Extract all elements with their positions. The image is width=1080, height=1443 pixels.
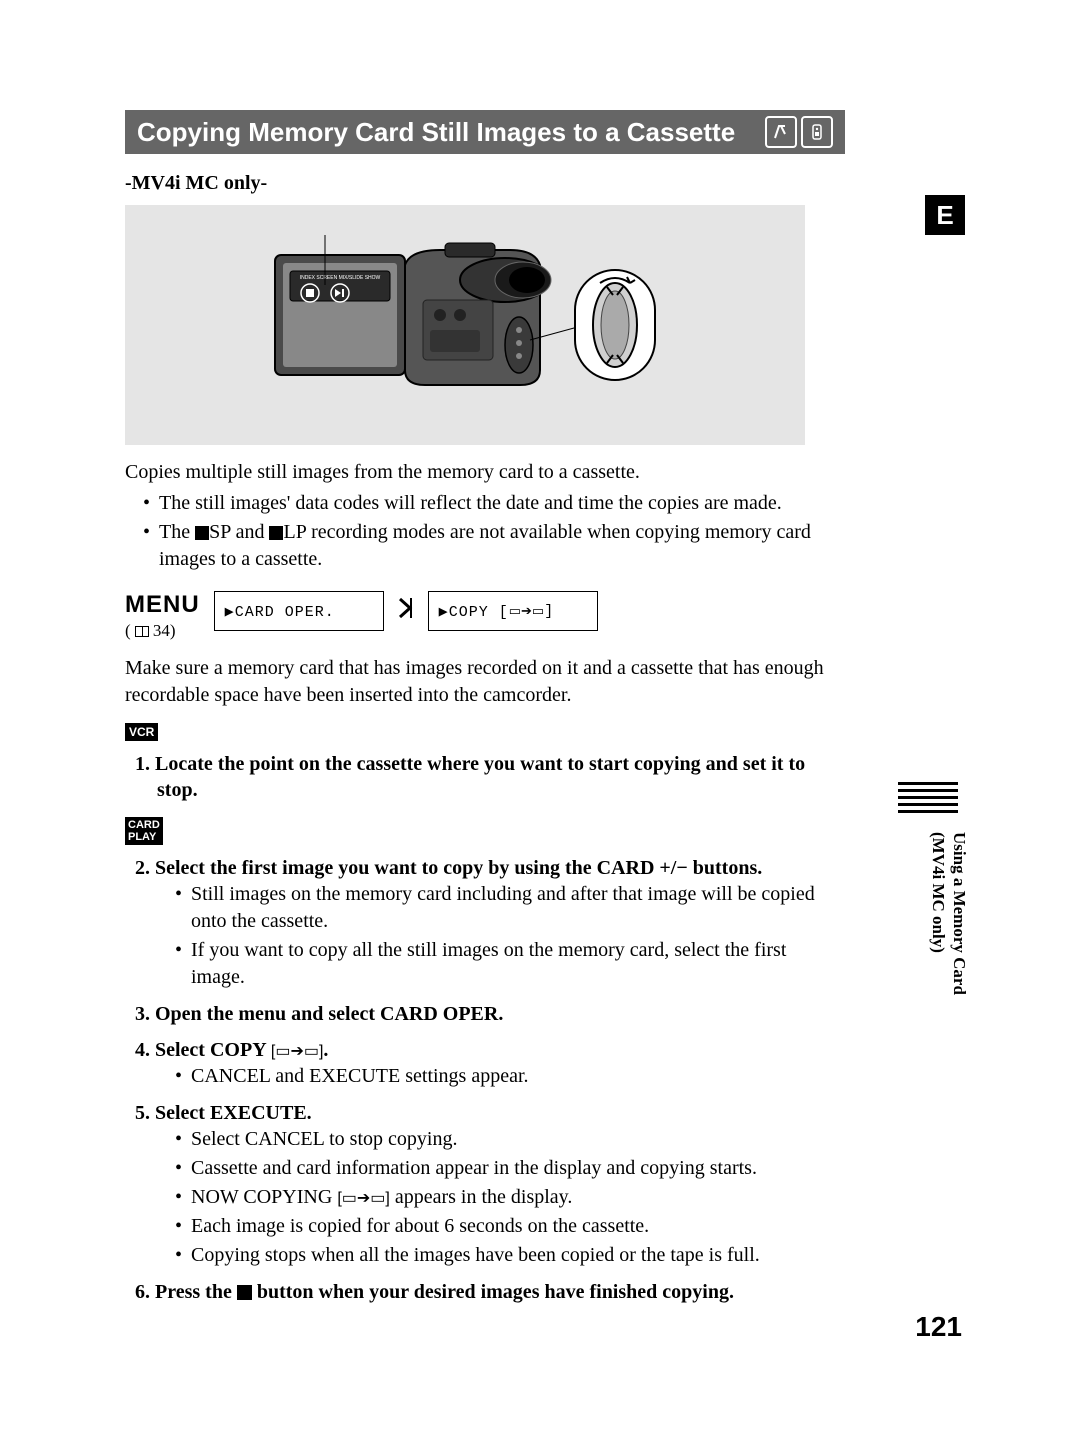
menu-box-2: ▶COPY [▭➔▭] — [428, 591, 598, 631]
step-6: 6. Press the button when your desired im… — [125, 1279, 845, 1305]
step-sub-item: Select CANCEL to stop copying. — [175, 1126, 845, 1153]
intro-bullet: The still images' data codes will reflec… — [143, 490, 845, 517]
title-bar: Copying Memory Card Still Images to a Ca… — [125, 110, 845, 154]
copy-icon-inline: [▭➔▭] — [337, 1190, 390, 1207]
menu-row: MENU ( 34) ▶CARD OPER. ▶COPY [▭➔▭] — [125, 591, 845, 641]
remote-icon — [801, 116, 833, 148]
side-text-l2: (MV4i MC only) — [929, 832, 948, 953]
step-sub-item: CANCEL and EXECUTE settings appear. — [175, 1063, 845, 1090]
intro-bullet: The SP and LP recording modes are not av… — [143, 519, 845, 573]
menu-ref: ( 34) — [125, 621, 200, 641]
intro-bullets: The still images' data codes will reflec… — [143, 490, 845, 573]
step-sub-item: Still images on the memory card includin… — [175, 881, 845, 935]
menu-label: MENU — [125, 591, 200, 619]
stop-button-icon — [237, 1285, 252, 1300]
step-1: 1. Locate the point on the cassette wher… — [125, 751, 845, 803]
menu-label-block: MENU ( 34) — [125, 591, 200, 641]
menu-box2-suffix: ] — [544, 603, 554, 620]
menu-box2-prefix: ▶COPY [ — [439, 602, 509, 621]
book-icon — [135, 626, 149, 637]
note-text: Make sure a memory card that has images … — [125, 655, 845, 709]
step-5-sub: Select CANCEL to stop copying. Cassette … — [175, 1126, 845, 1269]
svg-text:INDEX SCREEN MIX/SLIDE SHOW: INDEX SCREEN MIX/SLIDE SHOW — [300, 275, 381, 281]
menu-box-1: ▶CARD OPER. — [214, 591, 384, 631]
page-title: Copying Memory Card Still Images to a Ca… — [137, 117, 735, 148]
camcorder-figure: INDEX SCREEN MIX/SLIDE SHOW — [125, 205, 805, 445]
step-2: 2. Select the first image you want to co… — [125, 855, 845, 881]
step-sub-item: Cassette and card information appear in … — [175, 1155, 845, 1182]
card-play-badge: CARDPLAY — [125, 817, 163, 845]
card-icon — [195, 526, 209, 540]
subtitle: -MV4i MC only- — [125, 172, 845, 195]
page-number: 121 — [915, 1311, 962, 1343]
intro-text: Copies multiple still images from the me… — [125, 459, 845, 486]
step-sub-item: Copying stops when all the images have b… — [175, 1242, 845, 1269]
hand-icon — [765, 116, 797, 148]
copy-icon-inline: [▭➔▭] — [271, 1043, 324, 1060]
title-icons — [765, 116, 833, 148]
step-sub-item: If you want to copy all the still images… — [175, 937, 845, 991]
step-2-sub: Still images on the memory card includin… — [175, 881, 845, 991]
card-icon — [269, 526, 283, 540]
step-4: 4. Select COPY [▭➔▭]. — [125, 1037, 845, 1063]
step-5: 5. Select EXECUTE. — [125, 1100, 845, 1126]
step-3: 3. Open the menu and select CARD OPER. — [125, 1001, 845, 1027]
side-bars — [898, 782, 958, 817]
side-section-label: Using a Memory Card (MV4i MC only) — [928, 832, 971, 995]
side-text-l1: Using a Memory Card — [950, 832, 969, 995]
step-4-sub: CANCEL and EXECUTE settings appear. — [175, 1063, 845, 1090]
language-badge: E — [925, 195, 965, 235]
page-content: Copying Memory Card Still Images to a Ca… — [125, 110, 845, 1305]
step-sub-item: NOW COPYING [▭➔▭] appears in the display… — [175, 1184, 845, 1211]
copy-card-to-tape-icon: ▭➔▭ — [509, 603, 544, 619]
step-sub-item: Each image is copied for about 6 seconds… — [175, 1213, 845, 1240]
vcr-badge: VCR — [125, 723, 158, 741]
menu-arrow-icon — [398, 591, 414, 625]
camcorder-illustration: INDEX SCREEN MIX/SLIDE SHOW — [255, 225, 675, 425]
